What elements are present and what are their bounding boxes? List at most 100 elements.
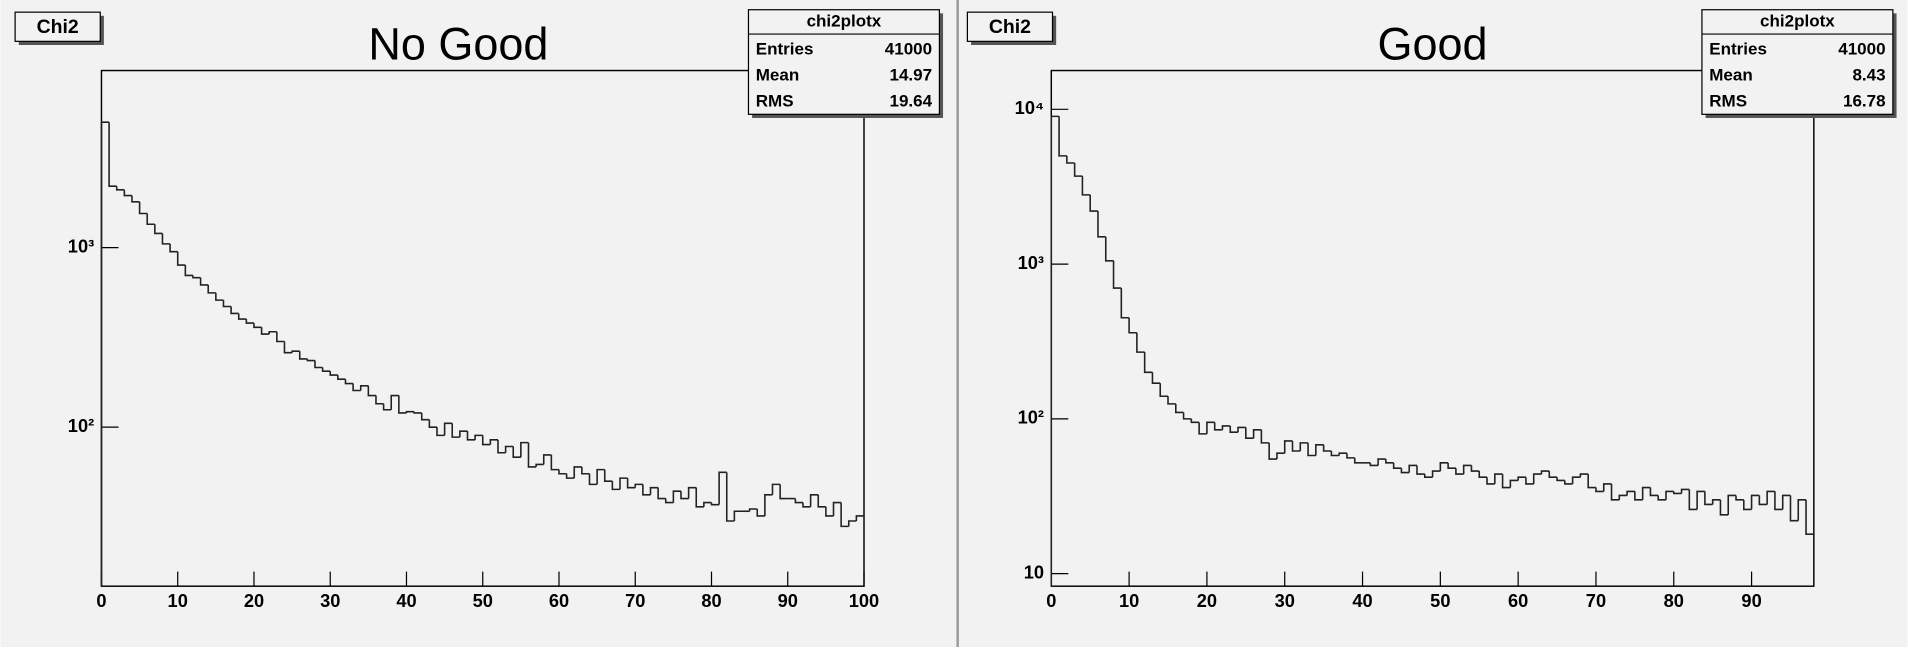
histogram-bin [1704, 491, 1713, 506]
histogram-bin [1315, 444, 1324, 456]
histogram-bin [1766, 490, 1775, 505]
histogram-bin [710, 502, 720, 506]
histogram-bin [1789, 495, 1799, 522]
histogram-bin [253, 323, 262, 329]
stats-box [747, 9, 941, 115]
histogram-bin [1525, 477, 1534, 485]
stats-box [1701, 9, 1894, 115]
histogram-bin [451, 423, 460, 438]
stats-value: 16.78 [1843, 92, 1886, 111]
histogram-bin [184, 265, 193, 277]
histogram-bin [520, 441, 529, 458]
histogram-bin [1416, 465, 1425, 475]
histogram-bin [1385, 459, 1394, 464]
histogram-bin [1392, 462, 1402, 470]
histogram-bin [779, 484, 788, 500]
histogram-bin [1657, 495, 1666, 501]
histogram-bin [222, 300, 232, 308]
histogram-bin [611, 481, 620, 491]
histogram-bin [1058, 116, 1067, 157]
x-tick-label: 90 [1741, 590, 1761, 611]
stats-name: Entries [1709, 39, 1767, 58]
histogram-bin [237, 313, 247, 320]
chart-title: Good [1378, 18, 1488, 69]
histogram-bin [176, 251, 186, 266]
histogram-bin [1587, 474, 1596, 489]
histogram-bin [1556, 477, 1565, 482]
histogram-bin [1618, 494, 1628, 500]
histogram-bin [1159, 383, 1169, 398]
histogram-bin [443, 422, 453, 436]
histogram-bin [1167, 396, 1176, 405]
histogram-bin [1237, 426, 1246, 433]
histogram-bin [298, 351, 308, 360]
histogram-bin [1174, 403, 1184, 414]
histogram-bin [581, 466, 590, 475]
histogram-bin [1260, 429, 1270, 444]
histogram-bin [1151, 372, 1161, 384]
histogram-bin [802, 502, 811, 508]
histogram-bin [687, 486, 697, 499]
histogram-bin [314, 360, 323, 369]
histogram-bin [497, 439, 506, 454]
histogram-bin [161, 233, 171, 245]
histogram-bin [1066, 155, 1075, 164]
x-tick-label: 50 [1430, 590, 1450, 611]
histogram-bin [1626, 490, 1635, 496]
histogram-bin [527, 442, 537, 468]
histogram-bin [1229, 425, 1239, 434]
stats-name: Mean [1709, 66, 1753, 85]
histogram-bin [725, 472, 735, 522]
histogram-bin [565, 473, 575, 479]
tag-box [14, 11, 101, 42]
x-tick-label: 10 [1119, 590, 1139, 611]
histogram-bin [1665, 490, 1674, 500]
histogram-bin [733, 510, 742, 522]
histogram-bin [1081, 176, 1091, 196]
stats-name: RMS [756, 92, 794, 111]
histogram-bin [1097, 211, 1106, 238]
histogram-bin [215, 292, 224, 301]
x-tick-label: 30 [1275, 590, 1295, 611]
histogram-bin [1595, 487, 1604, 493]
stats-title: chi2plotx [807, 11, 882, 30]
histogram-bin [1377, 458, 1386, 466]
histogram-bin [550, 454, 559, 471]
histogram-bin [542, 454, 552, 465]
x-tick-label: 80 [1664, 590, 1684, 611]
chart-title: No Good [368, 18, 548, 69]
stats-value: 41000 [1838, 39, 1885, 58]
histogram-bin [321, 367, 331, 372]
histogram-bin [847, 520, 857, 527]
histogram-bin [619, 477, 628, 490]
histogram-bin [634, 483, 643, 488]
histogram-bin [1501, 474, 1511, 489]
histogram-bin [283, 341, 293, 354]
histogram-bin [230, 306, 239, 315]
histogram-bin [1190, 418, 1200, 424]
histogram-bin [1221, 425, 1231, 430]
histogram-bin [1641, 486, 1651, 500]
histogram-bin [1781, 494, 1791, 510]
histogram-bin [1470, 465, 1480, 472]
histogram-bin [1548, 471, 1558, 478]
histogram-bin [840, 502, 849, 528]
histogram-bin [1213, 422, 1223, 431]
histogram-bin [1128, 317, 1137, 334]
histogram-bin [603, 469, 613, 482]
histogram-bin [1455, 468, 1464, 475]
histogram-bin [1579, 473, 1589, 478]
histogram-bin [1073, 162, 1083, 177]
histogram-bin [756, 508, 765, 517]
histogram-bin [1517, 476, 1526, 481]
histogram-bin [489, 439, 498, 445]
histogram-bin [466, 431, 476, 441]
histogram-bin [573, 466, 582, 479]
histogram-bin [1104, 236, 1114, 262]
histogram-bin [1307, 442, 1316, 457]
histogram-bin [626, 478, 636, 489]
stats-value: 8.43 [1852, 66, 1885, 85]
x-tick-label: 40 [1352, 590, 1372, 611]
histogram-bin [474, 434, 483, 440]
